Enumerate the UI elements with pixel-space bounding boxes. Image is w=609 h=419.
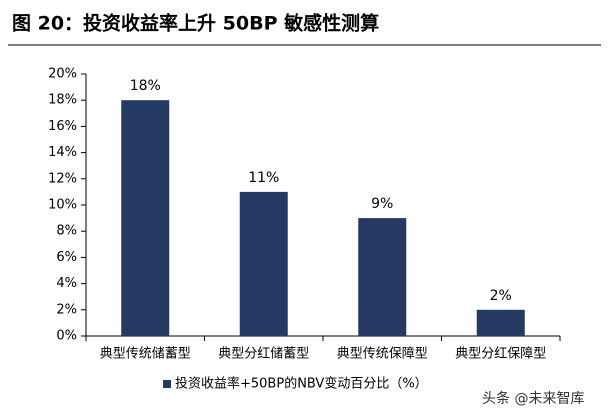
data-label: 9% bbox=[371, 196, 393, 212]
y-tick-label: 20% bbox=[48, 67, 77, 82]
data-label: 18% bbox=[130, 78, 161, 94]
bar bbox=[476, 309, 525, 336]
x-tick-label: 典型分红储蓄型 bbox=[218, 346, 309, 362]
bar bbox=[358, 218, 407, 336]
y-tick-label: 4% bbox=[56, 276, 77, 291]
y-tick-label: 12% bbox=[48, 171, 77, 186]
legend-label: 投资收益率+50BP的NBV变动百分比（%） bbox=[175, 376, 428, 392]
bar bbox=[239, 191, 288, 336]
y-tick-label: 18% bbox=[48, 93, 77, 108]
bar bbox=[121, 100, 170, 336]
y-tick-label: 0% bbox=[56, 329, 77, 344]
data-label: 11% bbox=[248, 170, 279, 186]
x-tick-label: 典型传统储蓄型 bbox=[100, 347, 191, 362]
y-tick-label: 6% bbox=[56, 250, 77, 265]
x-tick-label: 典型传统保障型 bbox=[337, 347, 428, 362]
y-tick-label: 2% bbox=[56, 302, 77, 317]
y-tick-label: 14% bbox=[48, 145, 77, 160]
y-tick-label: 10% bbox=[48, 198, 77, 213]
watermark: 头条 @未来智库 bbox=[482, 390, 584, 407]
data-label: 2% bbox=[490, 288, 512, 304]
y-tick-label: 16% bbox=[48, 119, 77, 134]
chart-title: 图 20：投资收益率上升 50BP 敏感性测算 bbox=[12, 12, 379, 35]
legend-swatch bbox=[163, 380, 171, 388]
y-tick-label: 8% bbox=[56, 224, 77, 239]
x-tick-label: 典型分红保障型 bbox=[455, 346, 546, 362]
